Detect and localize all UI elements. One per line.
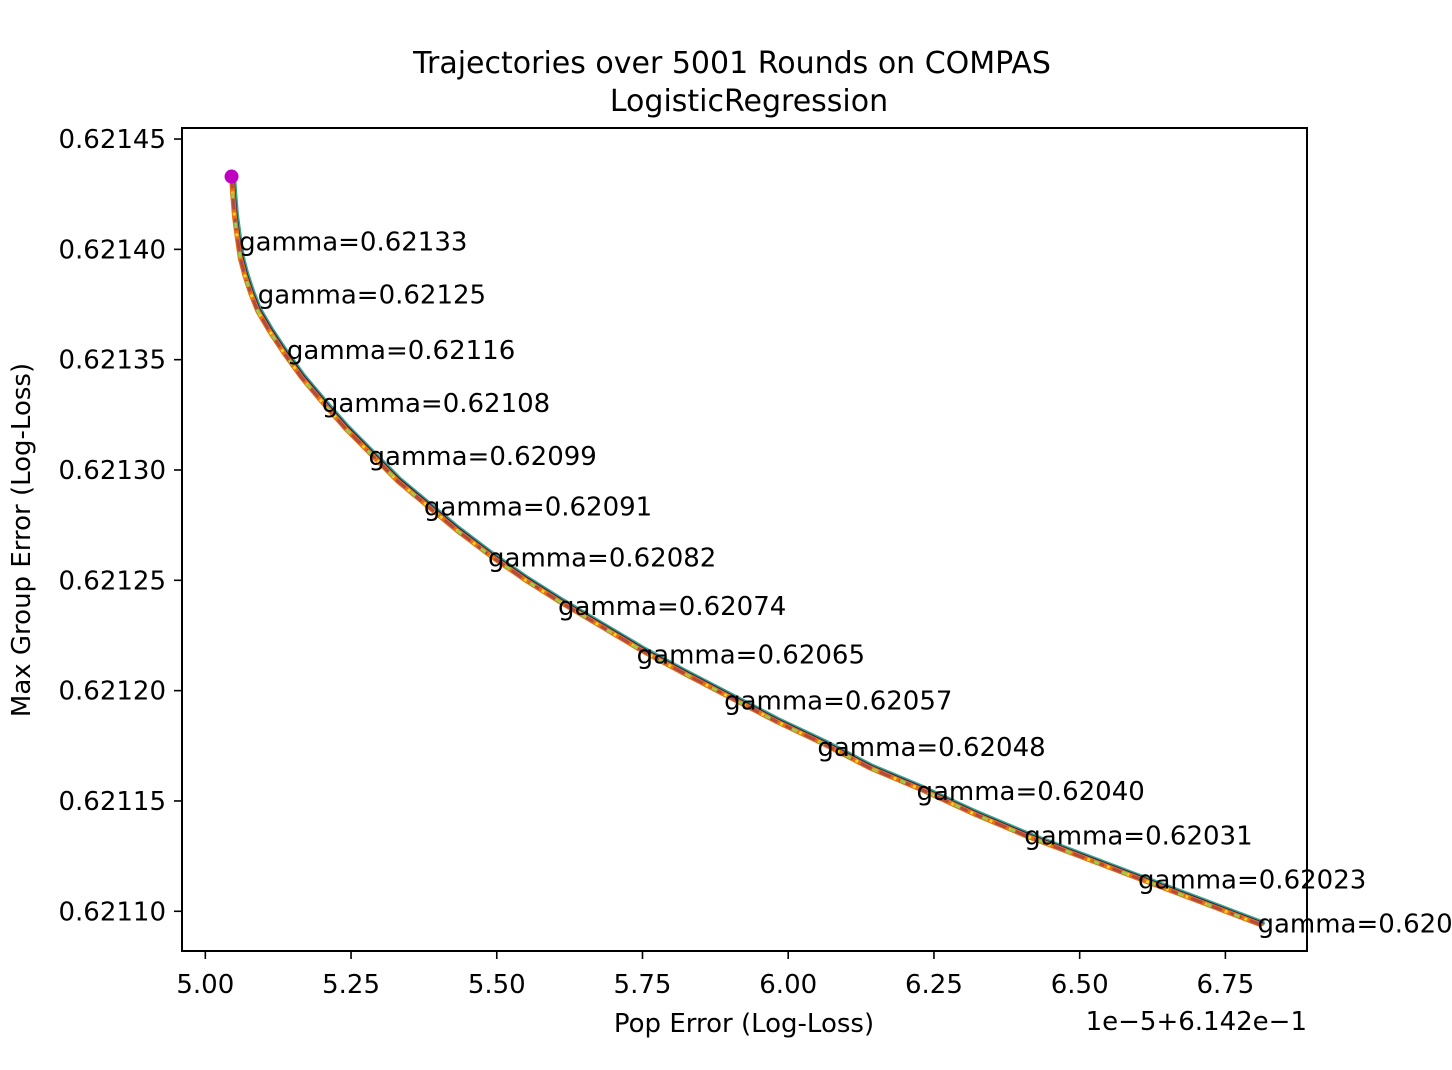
gamma-annotation: gamma=0.62091 xyxy=(424,493,652,523)
x-axis-label: Pop Error (Log-Loss) xyxy=(614,1009,874,1039)
gamma-annotation: gamma=0.62065 xyxy=(637,640,865,670)
gamma-annotation: gamma=0.620 xyxy=(1257,910,1452,940)
y-axis-label: Max Group Error (Log-Loss) xyxy=(7,363,37,717)
y-tick-label: 0.62145 xyxy=(58,125,166,155)
x-tick-label: 6.75 xyxy=(1196,970,1254,1000)
x-tick-label: 5.75 xyxy=(614,970,672,1000)
gamma-annotation: gamma=0.62023 xyxy=(1138,865,1366,895)
plot-frame xyxy=(181,127,1308,952)
y-tick-label: 0.62140 xyxy=(58,235,166,265)
start-point-marker xyxy=(224,169,239,184)
x-tick-label: 5.25 xyxy=(322,970,380,1000)
gamma-annotation: gamma=0.62048 xyxy=(817,733,1045,763)
gamma-annotation: gamma=0.62125 xyxy=(258,281,486,311)
gamma-annotation: gamma=0.62099 xyxy=(369,442,597,472)
trajectory-dotted xyxy=(230,176,1261,926)
x-tick-label: 6.25 xyxy=(905,970,963,1000)
gamma-annotations: gamma=0.62133 gamma=0.62125 gamma=0.62116 g… xyxy=(239,228,1452,940)
trajectory-dotted-alt xyxy=(230,176,1261,926)
x-axis-offset-label: 1e−5+6.142e−1 xyxy=(1086,1007,1307,1037)
axis-ticks: 5.00 5.25 5.50 5.75 6.00 6.25 6.50 6.75 0.62110 0… xyxy=(58,125,1254,1000)
chart-title: Trajectories over 5001 Rounds on COMPAS xyxy=(412,46,1051,81)
x-tick-label: 5.00 xyxy=(176,970,234,1000)
y-tick-label: 0.62115 xyxy=(58,787,166,817)
x-tick-label: 5.50 xyxy=(468,970,526,1000)
gamma-annotation: gamma=0.62074 xyxy=(558,592,786,622)
x-tick-label: 6.50 xyxy=(1051,970,1109,1000)
y-tick-label: 0.62135 xyxy=(58,346,166,376)
y-tick-label: 0.62125 xyxy=(58,566,166,596)
y-tick-label: 0.62130 xyxy=(58,456,166,486)
gamma-annotation: gamma=0.62031 xyxy=(1024,821,1252,851)
y-tick-label: 0.62120 xyxy=(58,677,166,707)
gamma-annotation: gamma=0.62133 xyxy=(239,228,467,258)
gamma-annotation: gamma=0.62116 xyxy=(287,336,515,366)
trajectory-lines xyxy=(224,169,1265,928)
y-tick-label: 0.62110 xyxy=(58,897,166,927)
gamma-annotation: gamma=0.62040 xyxy=(916,777,1144,807)
chart-subtitle: LogisticRegression xyxy=(610,84,888,119)
gamma-annotation: gamma=0.62082 xyxy=(488,543,716,573)
gamma-annotation: gamma=0.62057 xyxy=(724,687,952,717)
x-tick-label: 6.00 xyxy=(759,970,817,1000)
gamma-annotation: gamma=0.62108 xyxy=(322,389,550,419)
